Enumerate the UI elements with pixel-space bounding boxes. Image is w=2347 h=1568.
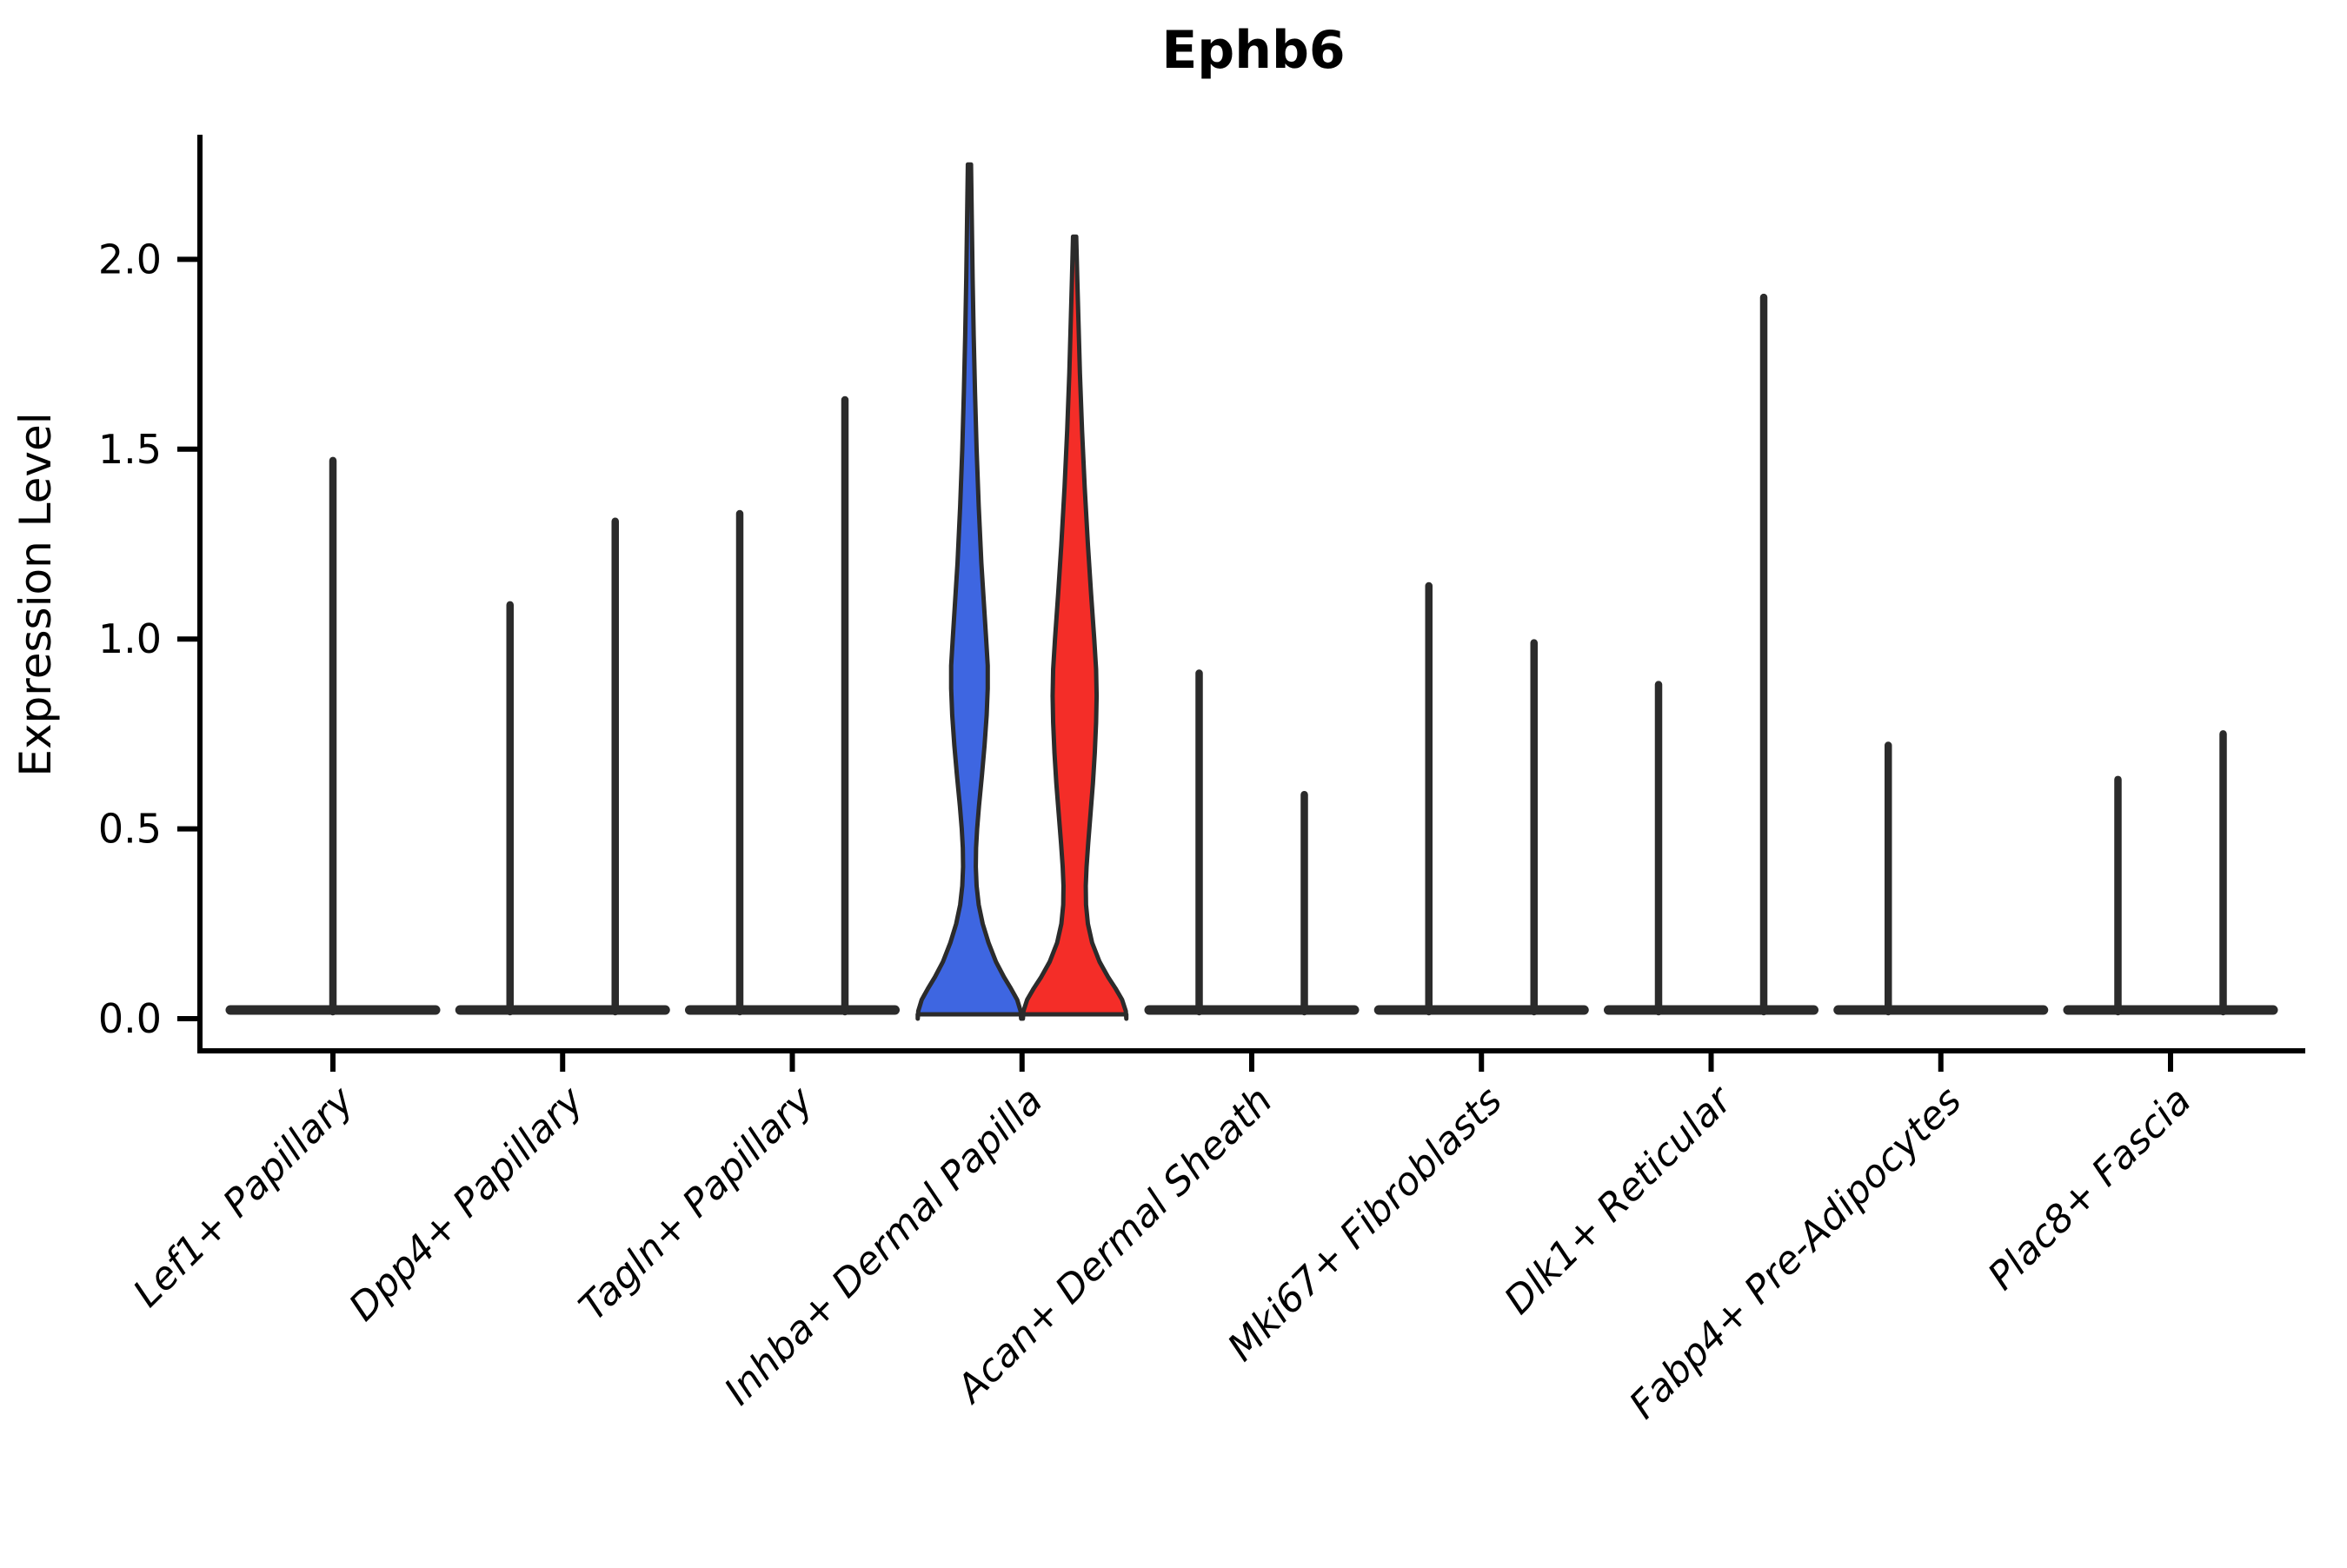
x-tick-label: Tagln+ Papillary [571,1078,822,1329]
y-tick-label: 0.0 [98,995,162,1042]
axes-layer [177,135,2305,1072]
y-tick-label: 1.5 [98,426,162,473]
x-tick-label: Dpp4+ Papillary [341,1078,593,1330]
x-tick-label: Lef1+ Papillary [125,1078,363,1316]
x-tick-label: Dlk1+ Reticular [1496,1077,1742,1323]
violin-body-blue [915,162,1024,1021]
x-tick-label: Plac8+ Fascia [1979,1079,2199,1299]
violins-layer [225,162,2278,1021]
y-tick-label: 2.0 [98,236,162,282]
y-tick-label: 1.0 [98,615,162,662]
violin-body-red [1021,234,1129,1021]
y-tick-label: 0.5 [98,806,162,853]
chart-title: Ephb6 [1161,20,1345,81]
y-axis-label: Expression Level [10,412,61,776]
